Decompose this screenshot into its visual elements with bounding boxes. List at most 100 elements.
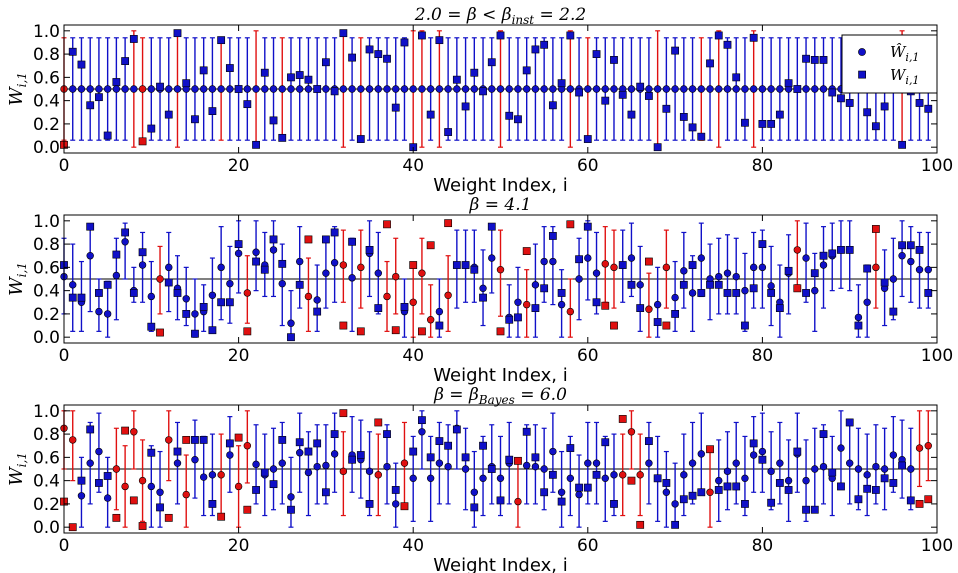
estimate-point: [95, 307, 103, 316]
estimate-point: [357, 263, 365, 272]
estimate-point: [435, 85, 444, 93]
true-weight-point: [173, 29, 182, 38]
true-weight-point: [129, 496, 138, 505]
estimate-point: [522, 300, 531, 309]
estimate-point: [767, 467, 775, 476]
estimate-point: [601, 85, 609, 93]
estimate-point: [348, 85, 356, 93]
true-weight-point: [880, 278, 889, 287]
true-weight-point: [444, 219, 453, 228]
true-weight-point: [95, 93, 103, 102]
true-weight-point: [252, 486, 260, 494]
y-axis-label: Wi,1: [6, 452, 29, 486]
true-weight-point: [618, 415, 627, 423]
true-weight-point: [77, 476, 86, 485]
estimate-point: [444, 291, 452, 299]
true-weight-point: [487, 58, 496, 67]
true-weight-point: [645, 257, 653, 266]
estimate-point: [627, 254, 636, 262]
true-weight-point: [880, 102, 889, 111]
legend-square-icon: [858, 70, 866, 79]
estimate-point: [304, 468, 313, 477]
estimate-point: [269, 246, 278, 254]
true-weight-point: [156, 82, 164, 91]
true-weight-point: [487, 222, 496, 231]
true-weight-point: [802, 505, 810, 514]
estimate-point: [165, 85, 173, 93]
estimate-point: [165, 436, 173, 444]
estimate-point: [278, 279, 286, 288]
legend-circle-icon: [858, 48, 866, 56]
y-tick-label: 1.0: [33, 212, 60, 232]
legend-box: [841, 34, 938, 94]
estimate-point: [915, 444, 924, 452]
true-weight-point: [636, 520, 645, 529]
true-weight-point: [784, 486, 793, 494]
true-weight-point: [182, 79, 191, 88]
estimate-point: [706, 488, 714, 496]
true-weight-point: [749, 33, 758, 42]
true-weight-point: [828, 468, 837, 477]
estimate-point: [584, 85, 592, 93]
true-weight-point: [575, 255, 583, 264]
y-axis-label-main: W: [6, 276, 27, 296]
true-weight-point: [514, 115, 522, 124]
true-weight-point: [697, 488, 706, 497]
x-tick-label: 60: [577, 346, 599, 366]
y-tick-label: 0.2: [33, 305, 60, 325]
panel-title-main: β = 4.1: [469, 195, 532, 215]
true-weight-point: [627, 110, 636, 119]
true-weight-point: [505, 111, 514, 120]
estimate-point: [461, 465, 470, 473]
y-axis-label: Wi,1: [6, 262, 29, 296]
x-tick-label: 20: [228, 536, 250, 556]
true-weight-point: [514, 456, 522, 465]
estimate-point: [540, 257, 548, 266]
true-weight-point: [374, 304, 383, 312]
estimate-point: [732, 272, 740, 281]
estimate-point: [592, 459, 601, 467]
true-weight-point: [828, 88, 837, 97]
true-weight-point: [575, 483, 583, 492]
estimate-point: [95, 447, 103, 456]
true-weight-point: [77, 293, 86, 302]
x-tick-label: 100: [921, 536, 953, 556]
true-weight-point: [837, 94, 845, 103]
true-weight-point: [845, 246, 854, 254]
estimate-point: [226, 451, 234, 459]
estimate-point: [889, 275, 898, 283]
true-weight-point: [260, 265, 269, 274]
true-weight-point: [662, 479, 671, 487]
x-axis-label: Weight Index, i: [433, 555, 567, 573]
x-tick-label: 0: [59, 536, 70, 556]
estimate-point: [357, 85, 365, 93]
estimate-point: [182, 490, 190, 499]
true-weight-point: [522, 247, 531, 255]
estimate-point: [296, 449, 304, 457]
estimate-point: [339, 261, 348, 269]
true-weight-point: [871, 225, 880, 233]
estimate-point: [811, 85, 819, 93]
estimate-point: [688, 459, 697, 467]
true-weight-point: [706, 59, 714, 68]
estimate-point: [199, 85, 208, 93]
y-tick-label: 0.4: [33, 472, 60, 492]
true-weight-point: [898, 461, 906, 470]
true-weight-point: [889, 479, 898, 487]
true-weight-point: [304, 235, 313, 244]
estimate-point: [819, 85, 828, 93]
estimate-point: [723, 269, 732, 277]
estimate-point: [479, 284, 487, 293]
true-weight-point: [86, 222, 95, 231]
true-weight-point: [287, 73, 295, 82]
true-weight-point: [679, 280, 688, 289]
estimate-point: [313, 296, 321, 304]
true-weight-point: [295, 280, 304, 289]
true-weight-point: [313, 307, 322, 316]
true-weight-point: [802, 54, 810, 63]
true-weight-point: [548, 232, 557, 240]
estimate-point: [392, 500, 400, 508]
true-weight-point: [243, 327, 252, 336]
true-weight-point: [575, 88, 583, 97]
estimate-point: [802, 476, 810, 485]
